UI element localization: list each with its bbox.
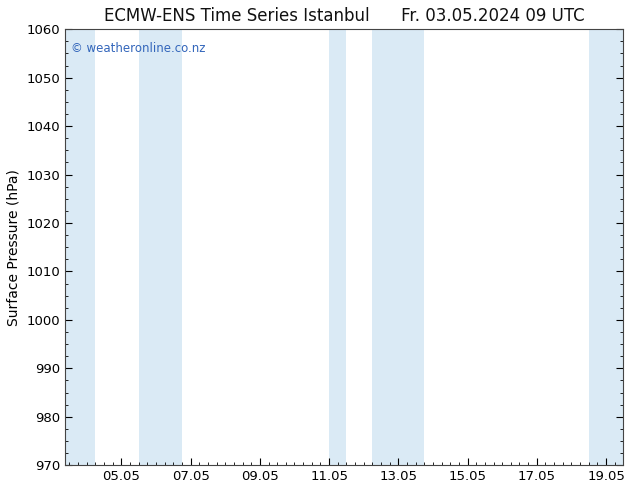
Bar	[139, 29, 182, 465]
Text: © weatheronline.co.nz: © weatheronline.co.nz	[71, 42, 205, 55]
Bar	[589, 29, 623, 465]
Bar	[329, 29, 346, 465]
Bar	[65, 29, 95, 465]
Title: ECMW-ENS Time Series Istanbul      Fr. 03.05.2024 09 UTC: ECMW-ENS Time Series Istanbul Fr. 03.05.…	[104, 7, 585, 25]
Bar	[372, 29, 424, 465]
Y-axis label: Surface Pressure (hPa): Surface Pressure (hPa)	[7, 169, 21, 326]
